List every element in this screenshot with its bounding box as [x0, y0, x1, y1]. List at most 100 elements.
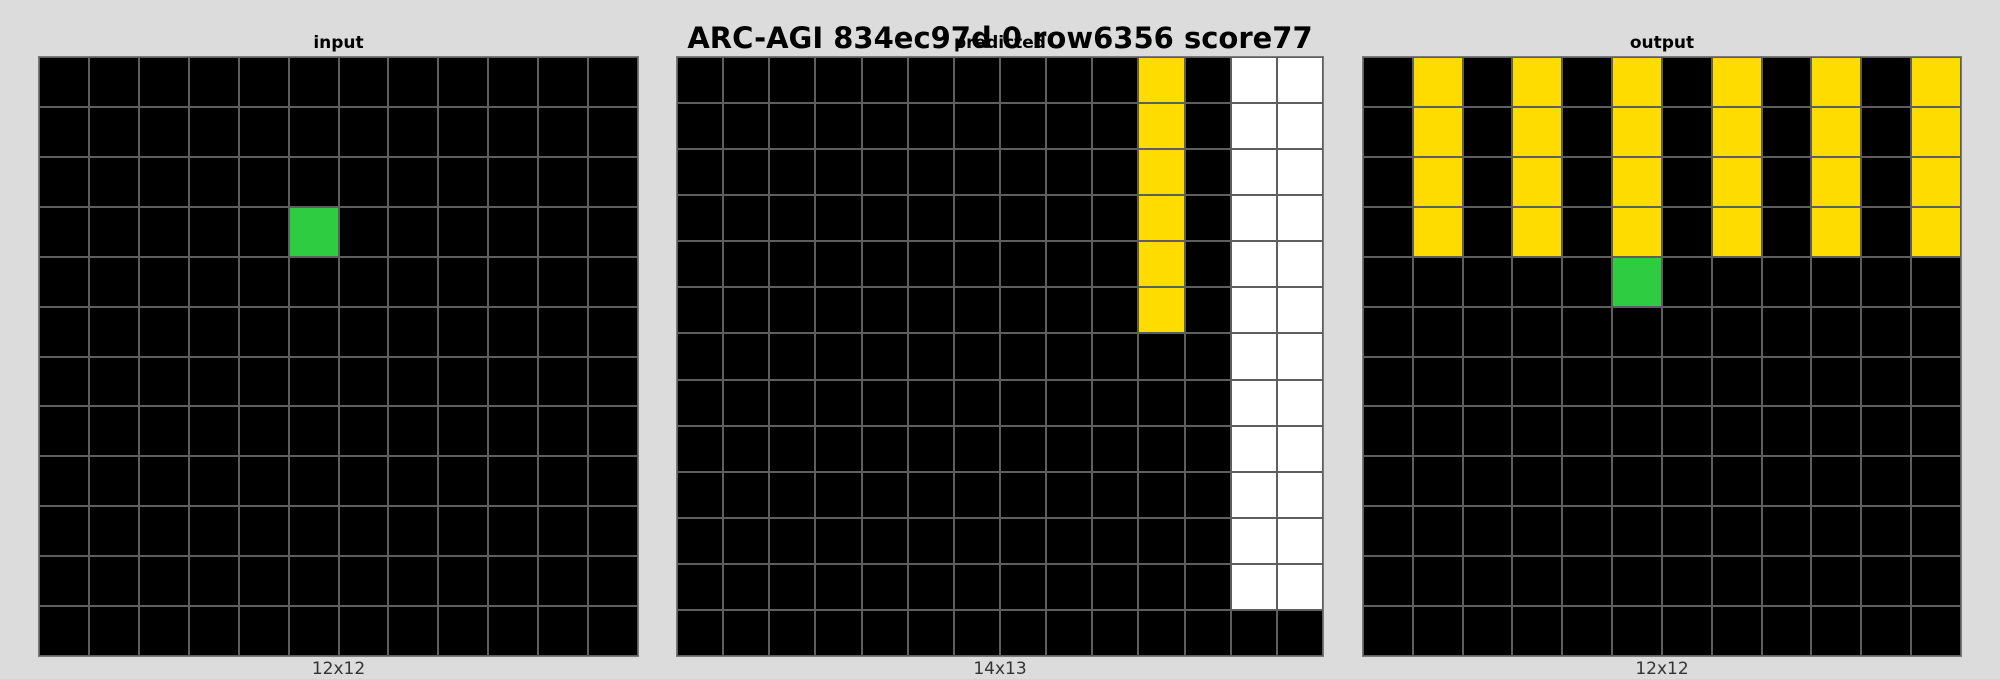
predicted-cell — [1184, 425, 1231, 472]
predicted-cell — [1092, 57, 1139, 104]
output-cell — [1512, 106, 1563, 157]
output-cell — [1512, 606, 1563, 656]
output-cell — [1661, 106, 1712, 157]
predicted-cell — [769, 425, 816, 472]
input-cell — [438, 506, 489, 557]
predicted-cell — [815, 609, 862, 656]
input-cell — [39, 106, 89, 157]
output-cell — [1512, 406, 1563, 457]
output-cell — [1612, 57, 1662, 107]
predicted-cell — [1230, 149, 1277, 196]
predicted-cell — [1276, 517, 1323, 564]
predicted-cell — [1230, 517, 1277, 564]
predicted-cell — [861, 287, 908, 334]
output-cell — [1462, 456, 1513, 507]
input-cell — [338, 57, 389, 107]
predicted-cell — [861, 57, 908, 104]
input-cell — [39, 606, 89, 656]
predicted-cell — [953, 425, 1000, 472]
input-cell — [288, 206, 339, 257]
predicted-cell — [1046, 563, 1093, 610]
output-cell — [1761, 406, 1812, 457]
predicted-cell — [815, 379, 862, 426]
predicted-cell — [953, 149, 1000, 196]
predicted-cell — [769, 333, 816, 380]
input-cell — [588, 306, 638, 357]
input-cell — [238, 156, 289, 207]
input-cell — [138, 356, 189, 407]
output-cell — [1861, 106, 1912, 157]
predicted-cell — [815, 195, 862, 242]
input-cell — [538, 206, 589, 257]
predicted-cell — [1092, 471, 1139, 518]
predicted-cell — [907, 471, 954, 518]
predicted-cell — [1046, 379, 1093, 426]
predicted-cell — [1046, 57, 1093, 104]
output-cell — [1661, 606, 1712, 656]
output-cell — [1562, 356, 1613, 407]
output-cell — [1612, 506, 1662, 557]
output-cell — [1911, 206, 1961, 257]
input-cell — [88, 106, 139, 157]
predicted-cell — [861, 609, 908, 656]
predicted-cell — [1092, 287, 1139, 334]
output-cell — [1562, 156, 1613, 207]
output-cell — [1811, 106, 1862, 157]
output-cell — [1462, 156, 1513, 207]
predicted-cell — [861, 103, 908, 150]
input-cell — [138, 206, 189, 257]
predicted-cell — [769, 517, 816, 564]
output-cell — [1363, 156, 1413, 207]
predicted-cell — [999, 57, 1047, 104]
input-cell — [538, 406, 589, 457]
input-cell — [39, 406, 89, 457]
predicted-cell — [1184, 57, 1231, 104]
predicted-cell — [1092, 517, 1139, 564]
input-cell — [88, 456, 139, 507]
predicted-cell — [953, 379, 1000, 426]
input-cell — [238, 556, 289, 607]
predicted-grid — [676, 56, 1324, 657]
input-cell — [288, 156, 339, 207]
predicted-cell — [1046, 471, 1093, 518]
input-cell — [88, 406, 139, 457]
input-cell — [88, 156, 139, 207]
predicted-cell — [953, 287, 1000, 334]
input-cell — [438, 406, 489, 457]
predicted-cell — [1276, 241, 1323, 288]
predicted-cell — [1138, 609, 1185, 656]
predicted-cell — [1276, 609, 1323, 656]
predicted-cell — [907, 333, 954, 380]
output-cell — [1612, 606, 1662, 656]
predicted-cell — [1230, 379, 1277, 426]
input-cell — [238, 406, 289, 457]
input-cell — [238, 606, 289, 656]
predicted-cell — [677, 333, 724, 380]
input-cell — [188, 556, 239, 607]
predicted-cell — [999, 103, 1047, 150]
predicted-cell — [1230, 287, 1277, 334]
input-cell — [88, 206, 139, 257]
output-cell — [1761, 456, 1812, 507]
input-cell — [138, 606, 189, 656]
predicted-cell — [815, 563, 862, 610]
output-cell — [1811, 256, 1862, 307]
predicted-cell — [1230, 195, 1277, 242]
predicted-cell — [677, 149, 724, 196]
output-cell — [1711, 406, 1762, 457]
predicted-cell — [1138, 379, 1185, 426]
predicted-cell — [1230, 609, 1277, 656]
input-cell — [338, 406, 389, 457]
output-cell — [1512, 506, 1563, 557]
predicted-cell — [769, 195, 816, 242]
input-cell — [588, 106, 638, 157]
output-cell — [1363, 106, 1413, 157]
predicted-cell — [1276, 471, 1323, 518]
output-cell — [1462, 556, 1513, 607]
output-cell — [1761, 556, 1812, 607]
input-cell — [588, 206, 638, 257]
predicted-cell — [999, 287, 1047, 334]
predicted-cell — [1138, 287, 1185, 334]
input-cell — [388, 406, 439, 457]
predicted-cell — [769, 609, 816, 656]
